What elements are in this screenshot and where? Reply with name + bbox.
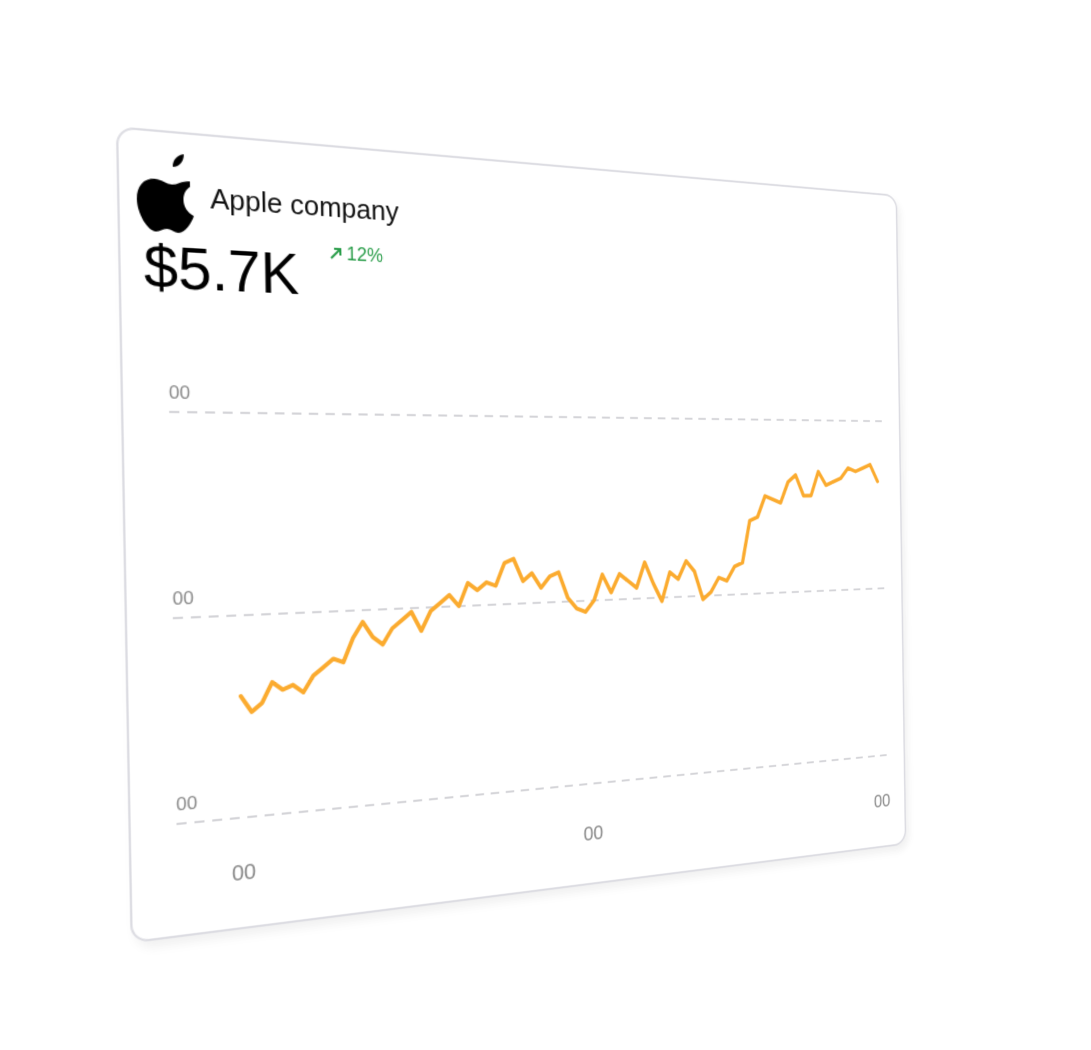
x-tick-label: 00 (874, 791, 891, 813)
apple-logo (135, 150, 195, 234)
x-tick-label: 00 (232, 861, 257, 888)
x-tick-label: 00 (583, 823, 603, 847)
up-arrow (331, 249, 340, 259)
price-line (237, 465, 880, 713)
price: $5.7K (143, 232, 299, 307)
y-tick-label: 00 (176, 793, 198, 816)
y-tick-label: 00 (172, 588, 194, 610)
change: 12% (346, 242, 383, 266)
stock-card: Apple company $5.7K 12% 00 00 00 00 00 00 (115, 126, 907, 944)
card-svg: Apple company $5.7K 12% 00 00 00 00 00 00 (135, 150, 905, 888)
company-name: Apple company (210, 183, 400, 228)
grid-line (173, 588, 887, 618)
y-tick-label: 00 (169, 383, 191, 404)
grid-line (169, 412, 884, 421)
grid-line (176, 755, 888, 824)
